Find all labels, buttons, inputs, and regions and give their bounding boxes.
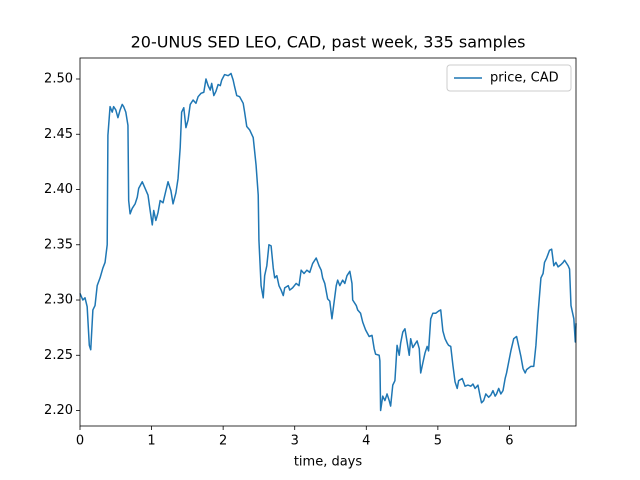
- price-line: [79, 72, 577, 412]
- legend-box: [446, 64, 572, 92]
- x-tick-label: 2: [219, 434, 227, 449]
- plot-frame: [79, 57, 577, 427]
- x-tick-label: 3: [291, 434, 299, 449]
- x-tick-label: 1: [147, 434, 155, 449]
- legend-label: price, CAD: [490, 71, 559, 86]
- x-tick-label: 5: [434, 434, 442, 449]
- y-tick-label: 2.25: [44, 348, 73, 363]
- x-tick-label: 6: [505, 434, 513, 449]
- y-tick-label: 2.45: [44, 127, 73, 142]
- x-tick-label: 0: [76, 434, 84, 449]
- y-tick-label: 2.20: [44, 403, 73, 418]
- chart-title: 20-UNUS SED LEO, CAD, past week, 335 sam…: [131, 33, 526, 52]
- y-tick-label: 2.50: [44, 71, 73, 86]
- x-axis-label: time, days: [294, 455, 363, 470]
- x-tick-label: 4: [362, 434, 370, 449]
- y-tick-label: 2.40: [44, 182, 73, 197]
- y-tick-label: 2.30: [44, 293, 73, 308]
- y-tick-label: 2.35: [44, 237, 73, 252]
